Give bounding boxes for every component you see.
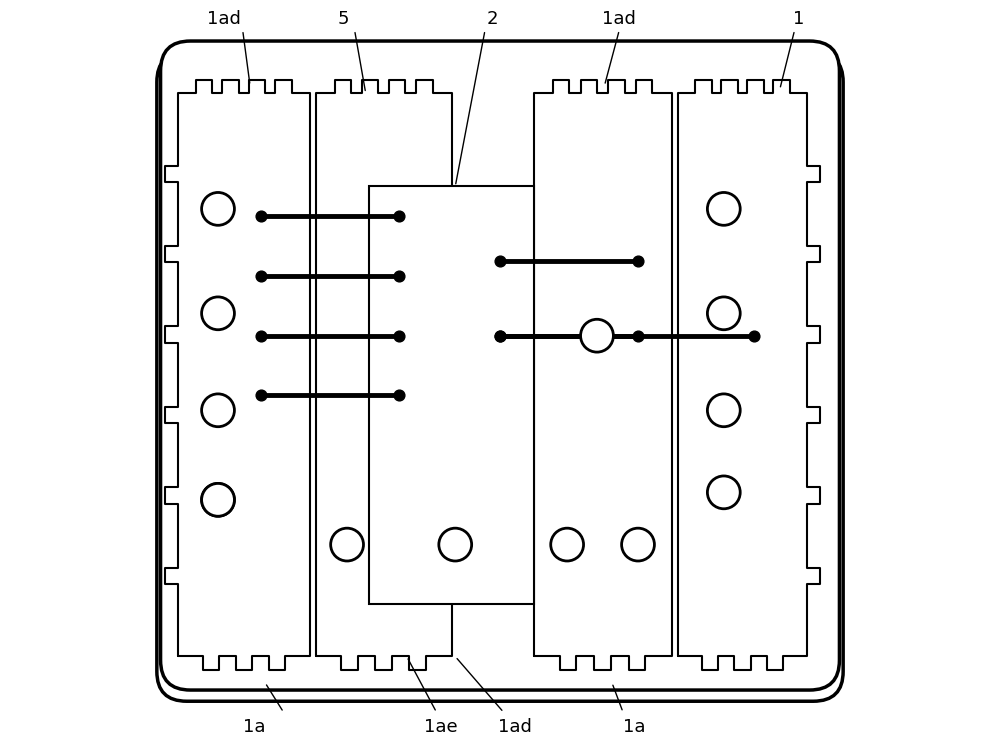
- Circle shape: [202, 297, 234, 330]
- Point: [391, 389, 407, 401]
- Point: [492, 255, 508, 267]
- Circle shape: [331, 528, 363, 561]
- Point: [253, 270, 269, 282]
- Circle shape: [622, 528, 654, 561]
- Point: [391, 270, 407, 282]
- Circle shape: [202, 483, 234, 516]
- Point: [630, 255, 646, 267]
- Circle shape: [551, 528, 584, 561]
- FancyBboxPatch shape: [157, 52, 843, 701]
- Point: [746, 330, 762, 342]
- Text: 1ad: 1ad: [207, 10, 241, 28]
- Text: 1a: 1a: [623, 718, 646, 736]
- Circle shape: [707, 192, 740, 225]
- Circle shape: [707, 297, 740, 330]
- Text: 1ad: 1ad: [498, 718, 532, 736]
- Text: 2: 2: [487, 10, 498, 28]
- Point: [492, 330, 508, 342]
- Text: 1: 1: [793, 10, 804, 28]
- FancyBboxPatch shape: [161, 41, 839, 690]
- Text: 1ad: 1ad: [602, 10, 636, 28]
- Circle shape: [707, 394, 740, 427]
- Bar: [369, 186, 534, 604]
- Point: [492, 330, 508, 342]
- Point: [253, 330, 269, 342]
- Text: 1ae: 1ae: [424, 718, 457, 736]
- Circle shape: [707, 476, 740, 509]
- Circle shape: [202, 483, 234, 516]
- Circle shape: [202, 394, 234, 427]
- Text: 5: 5: [338, 10, 349, 28]
- Point: [253, 389, 269, 401]
- Point: [391, 210, 407, 222]
- Point: [391, 330, 407, 342]
- Circle shape: [581, 319, 613, 352]
- Point: [630, 330, 646, 342]
- Circle shape: [439, 528, 472, 561]
- Text: 1a: 1a: [243, 718, 265, 736]
- Circle shape: [202, 192, 234, 225]
- Point: [253, 210, 269, 222]
